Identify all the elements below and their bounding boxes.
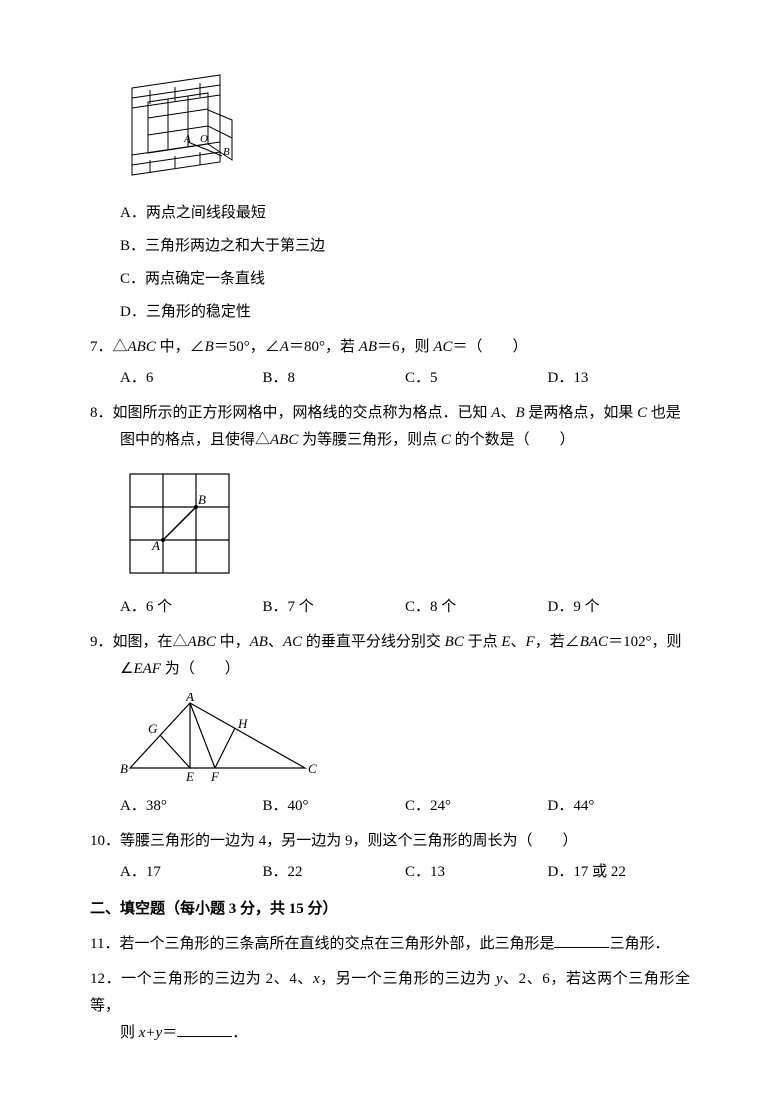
grid-svg: A B [120,464,240,584]
q9-opt-c: C．24° [405,793,548,820]
window-label-O: O [200,133,208,145]
window-svg: A O B [120,70,250,190]
grid-label-B: B [198,492,206,507]
question-10: 10．等腰三角形的一边为 4，另一边为 9，则这个三角形的周长为（ ） A．17… [90,828,690,886]
q9-line2: ∠EAF 为（ ） [90,656,690,683]
q12-line2: 则 x+y＝． [90,1020,690,1047]
q7-opt-a: A．6 [120,365,263,392]
q8-opt-d: D．9 个 [548,594,691,621]
q9-opt-b: B．40° [263,793,406,820]
question-8: 8．如图所示的正方形网格中，网格线的交点称为格点．已知 A、B 是两格点，如果 … [90,400,690,621]
tri-label-B: B [120,761,128,776]
question-12: 12．一个三角形的三边为 2、4、x，另一个三角形的三边为 y、2、6，若这两个… [90,966,690,1047]
tri-label-H: H [237,716,248,731]
q12-blank [177,1022,232,1037]
q6-opt-a: A．两点之间线段最短 [120,200,690,227]
q7-opt-b: B．8 [263,365,406,392]
q8-opt-b: B．7 个 [263,594,406,621]
q7-opt-d: D．13 [548,365,691,392]
question-6-options: A．两点之间线段最短 B．三角形两边之和大于第三边 C．两点确定一条直线 D．三… [90,200,690,326]
q9-line1: 9．如图，在△ABC 中，AB、AC 的垂直平分线分别交 BC 于点 E、F，若… [90,629,690,656]
q6-opt-d: D．三角形的稳定性 [120,299,690,326]
q7-text: 7．△ABC 中，∠B＝50°，∠A＝80°，若 AB＝6，则 AC＝（ ） [90,334,690,361]
q8-line1: 8．如图所示的正方形网格中，网格线的交点称为格点．已知 A、B 是两格点，如果 … [90,400,690,427]
question-11: 11．若一个三角形的三条高所在直线的交点在三角形外部，此三角形是三角形． [90,931,690,958]
window-label-A: A [183,133,191,145]
q8-line2: 图中的格点，且使得△ABC 为等腰三角形，则点 C 的个数是（ ） [90,427,690,454]
q7-opt-c: C．5 [405,365,548,392]
triangle-figure: A B C E F G H [120,693,690,783]
q10-opt-c: C．13 [405,859,548,886]
q8-opt-c: C．8 个 [405,594,548,621]
q12-line1: 12．一个三角形的三边为 2、4、x，另一个三角形的三边为 y、2、6，若这两个… [90,966,690,1020]
tri-label-C: C [308,761,317,776]
q9-opt-a: A．38° [120,793,263,820]
tri-label-E: E [185,769,194,783]
section-2-title: 二、填空题（每小题 3 分，共 15 分） [90,896,690,923]
grid-figure: A B [120,464,690,584]
q10-opt-a: A．17 [120,859,263,886]
tri-label-A: A [185,693,194,704]
window-figure: A O B [120,70,690,190]
question-7: 7．△ABC 中，∠B＝50°，∠A＝80°，若 AB＝6，则 AC＝（ ） A… [90,334,690,392]
q11-blank [554,933,609,948]
tri-label-G: G [148,721,158,736]
q8-opt-a: A．6 个 [120,594,263,621]
tri-label-F: F [210,769,220,783]
window-label-B: B [223,146,230,158]
grid-label-A: A [151,538,160,553]
q11-text: 11．若一个三角形的三条高所在直线的交点在三角形外部，此三角形是三角形． [90,931,690,958]
q10-opt-d: D．17 或 22 [548,859,691,886]
q10-text: 10．等腰三角形的一边为 4，另一边为 9，则这个三角形的周长为（ ） [90,828,690,855]
question-9: 9．如图，在△ABC 中，AB、AC 的垂直平分线分别交 BC 于点 E、F，若… [90,629,690,820]
q10-opt-b: B．22 [263,859,406,886]
triangle-svg: A B C E F G H [120,693,320,783]
q6-opt-c: C．两点确定一条直线 [120,266,690,293]
q6-opt-b: B．三角形两边之和大于第三边 [120,233,690,260]
q9-opt-d: D．44° [548,793,691,820]
